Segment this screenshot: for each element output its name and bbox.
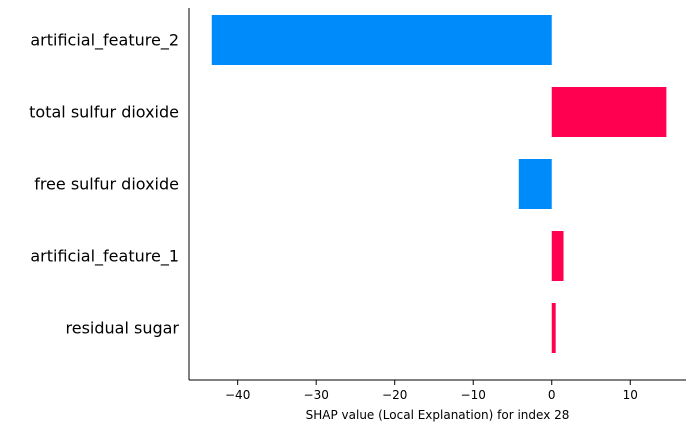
feature-label-4: residual sugar: [66, 319, 180, 338]
feature-label-0: artificial_feature_2: [30, 31, 179, 51]
bars-layer: [211, 15, 667, 353]
x-tick-label-4: 0: [548, 388, 556, 402]
bar-2: [518, 159, 552, 209]
x-axis-title: SHAP value (Local Explanation) for index…: [306, 408, 570, 422]
bar-3: [551, 231, 564, 281]
x-tick-label-1: −30: [304, 388, 329, 402]
feature-label-2: free sulfur dioxide: [34, 175, 179, 194]
bar-4: [551, 303, 556, 353]
x-tick-label-3: −10: [461, 388, 486, 402]
feature-label-1: total sulfur dioxide: [29, 103, 179, 122]
x-tick-label-5: 10: [623, 388, 638, 402]
feature-label-3: artificial_feature_1: [30, 247, 179, 267]
bar-1: [551, 87, 667, 137]
x-tick-label-2: −20: [382, 388, 407, 402]
x-ticks-layer: −40 −30 −20 −10 0 10: [225, 380, 638, 402]
x-tick-label-0: −40: [225, 388, 250, 402]
bar-0: [211, 15, 552, 65]
